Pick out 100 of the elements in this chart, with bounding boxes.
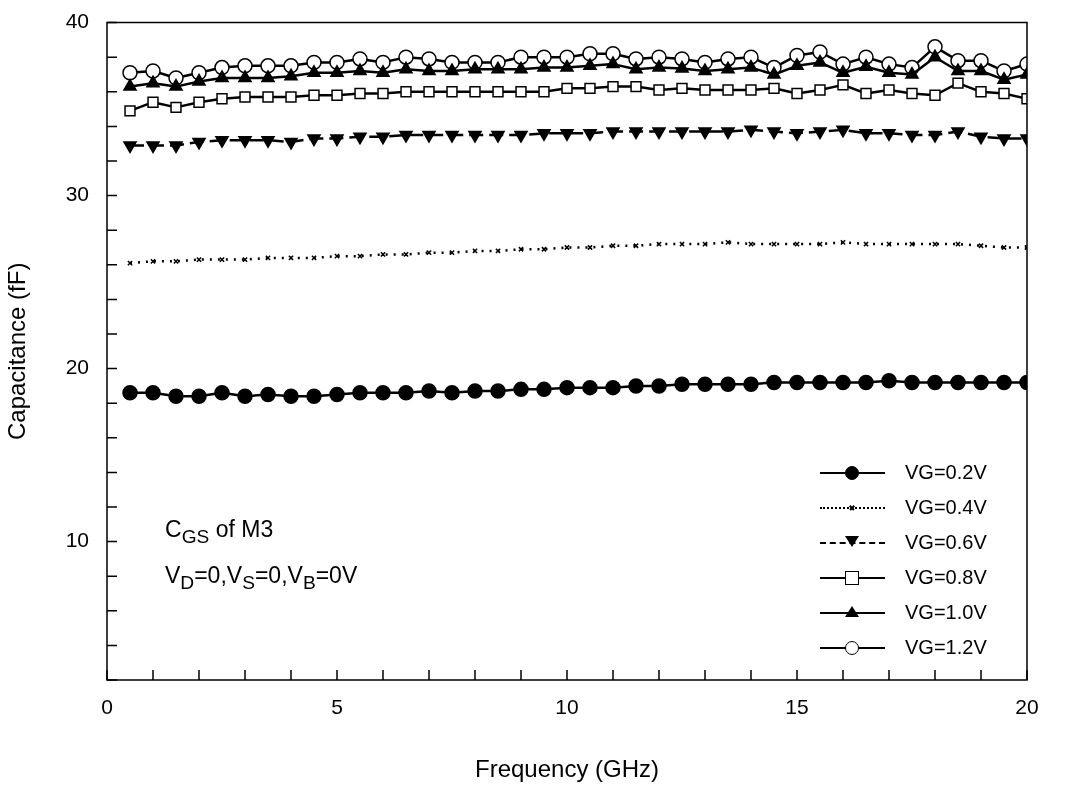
point <box>192 73 206 86</box>
point <box>468 130 482 143</box>
point <box>697 376 713 392</box>
point <box>652 59 666 72</box>
legend-label: VG=1.0V <box>905 601 987 624</box>
point <box>973 374 989 391</box>
point <box>513 381 529 398</box>
point <box>882 65 896 78</box>
point <box>399 130 413 143</box>
point <box>905 66 919 79</box>
point <box>628 378 644 394</box>
point <box>308 89 320 101</box>
point <box>676 82 688 95</box>
point <box>306 388 322 405</box>
point <box>193 96 205 108</box>
point <box>515 86 527 98</box>
point <box>352 51 368 67</box>
point <box>653 84 665 96</box>
point <box>559 379 575 396</box>
point <box>352 385 368 401</box>
point <box>607 80 619 93</box>
point <box>124 105 136 117</box>
point <box>261 70 275 83</box>
point <box>975 86 987 98</box>
point <box>720 376 736 392</box>
point <box>330 65 344 78</box>
point <box>582 45 598 62</box>
point <box>398 49 414 65</box>
x-tick-label: 5 <box>331 695 343 719</box>
point <box>145 385 161 401</box>
point <box>909 241 915 247</box>
point <box>445 130 459 143</box>
y-tick-label: 10 <box>65 528 89 552</box>
point <box>789 374 805 391</box>
point <box>307 65 321 78</box>
point <box>722 84 734 96</box>
point <box>998 87 1010 100</box>
point <box>859 58 873 71</box>
y-tick-label: 20 <box>65 355 89 379</box>
point <box>261 135 275 148</box>
point <box>951 63 965 76</box>
y-tick-label: 30 <box>65 182 89 206</box>
point <box>514 130 528 143</box>
point <box>145 63 161 79</box>
point <box>215 135 229 148</box>
annotation: C$_{GS}$ of M3 <box>165 515 275 549</box>
point <box>423 86 435 98</box>
point <box>122 65 138 81</box>
point <box>331 89 343 101</box>
point <box>513 49 529 65</box>
point <box>974 63 988 76</box>
point <box>376 65 390 78</box>
point <box>927 39 943 55</box>
point <box>237 388 253 405</box>
point <box>836 125 850 138</box>
point <box>492 86 504 98</box>
point <box>605 379 621 396</box>
x-tick-label: 10 <box>555 695 579 719</box>
point <box>771 241 777 247</box>
point <box>536 381 552 398</box>
point <box>123 78 137 91</box>
point <box>928 130 942 143</box>
point <box>630 80 642 93</box>
point <box>260 386 276 403</box>
point <box>168 388 184 405</box>
point <box>444 385 460 401</box>
point <box>656 241 662 247</box>
point <box>146 75 160 88</box>
point <box>283 58 299 74</box>
point <box>400 86 412 98</box>
point <box>284 137 298 150</box>
point <box>421 51 437 67</box>
point <box>469 86 481 98</box>
point <box>721 61 735 74</box>
point <box>468 61 482 74</box>
annotation: V$_{D}$=0,V$_{S}$=0,V$_{B}$=0V <box>165 560 358 595</box>
point <box>377 87 389 100</box>
point <box>651 378 667 394</box>
x-tick-label: 15 <box>785 695 809 719</box>
point <box>262 91 274 103</box>
point <box>997 71 1011 84</box>
point <box>904 374 920 391</box>
point <box>584 82 596 95</box>
point <box>376 132 390 145</box>
point <box>283 388 299 405</box>
point <box>422 63 436 76</box>
point <box>837 79 849 91</box>
point <box>127 260 133 266</box>
point <box>514 61 528 74</box>
point <box>491 61 505 74</box>
point <box>905 130 919 143</box>
point <box>491 130 505 143</box>
point <box>791 87 803 100</box>
point <box>169 78 183 91</box>
point <box>932 241 938 247</box>
point <box>422 130 436 143</box>
point <box>192 137 206 150</box>
point <box>886 241 892 247</box>
point <box>629 61 643 74</box>
legend-label: VG=1.2V <box>905 636 987 659</box>
